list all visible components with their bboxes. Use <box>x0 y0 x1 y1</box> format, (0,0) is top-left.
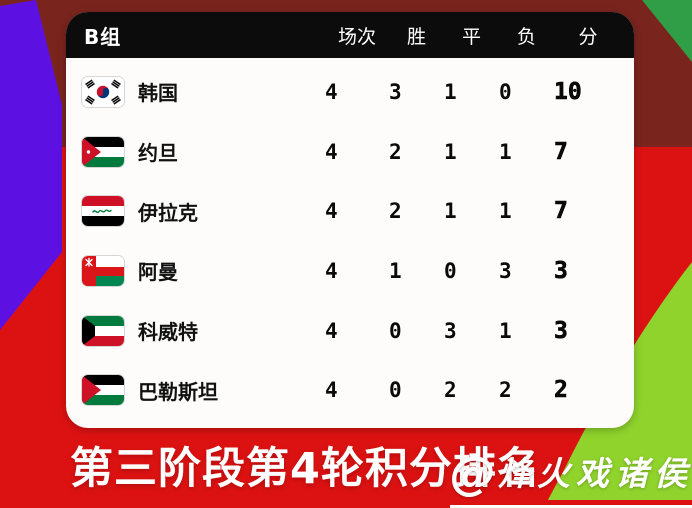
cell-drawn: 1 <box>444 139 457 164</box>
green-corner-shape <box>642 0 692 62</box>
cell-played: 4 <box>325 318 338 343</box>
table-row: 伊拉克 4 2 1 1 7 <box>82 181 622 241</box>
cell-lost: 1 <box>499 318 512 343</box>
team-name: 伊拉克 <box>138 200 198 225</box>
cell-points: 3 <box>554 317 568 344</box>
column-header-played: 场次 <box>337 25 376 48</box>
cell-drawn: 0 <box>444 258 457 283</box>
group-label: B组 <box>84 24 122 49</box>
cell-drawn: 1 <box>444 199 457 224</box>
cell-won: 2 <box>389 139 402 164</box>
cell-points: 3 <box>554 257 568 285</box>
cell-played: 4 <box>325 79 338 104</box>
cell-drawn: 1 <box>444 79 457 104</box>
cell-lost: 0 <box>499 79 512 104</box>
cell-won: 0 <box>389 318 402 343</box>
table-header: B组 场次 胜 平 负 分 <box>66 12 634 58</box>
flag-palestine-icon <box>82 375 124 406</box>
caption-title: 第三阶段第4轮积分排名 <box>70 444 541 494</box>
watermark: @烽火戏诸侯 <box>450 446 692 508</box>
cell-won: 2 <box>389 199 402 224</box>
flag-kuwait-icon <box>82 315 124 346</box>
cell-played: 4 <box>325 378 338 403</box>
flag-jordan-icon <box>82 136 124 167</box>
cell-played: 4 <box>325 139 338 164</box>
flag-oman-icon <box>82 255 124 286</box>
cell-played: 4 <box>325 258 338 283</box>
cell-points: 7 <box>554 198 568 225</box>
team-name: 韩国 <box>138 81 178 106</box>
purple-wedge-shape <box>0 0 62 330</box>
column-header-won: 胜 <box>406 25 426 48</box>
watermark-name: 烽火戏诸侯 <box>498 454 692 493</box>
table-row: 阿曼 4 1 0 3 3 <box>82 241 622 301</box>
cell-lost: 3 <box>499 258 512 283</box>
column-header-points: 分 <box>578 25 598 48</box>
cell-lost: 1 <box>499 139 512 164</box>
cell-won: 0 <box>389 378 402 403</box>
cell-lost: 2 <box>499 378 512 403</box>
cell-points: 10 <box>554 78 582 106</box>
flag-south-korea-icon <box>82 76 124 107</box>
table-row: 巴勒斯坦 4 0 2 2 2 <box>82 360 622 420</box>
cell-points: 7 <box>554 138 568 165</box>
watermark-at-symbol: @ <box>450 446 498 500</box>
cell-drawn: 3 <box>444 318 457 343</box>
cell-won: 1 <box>389 258 402 283</box>
cell-points: 2 <box>554 377 568 404</box>
cell-played: 4 <box>325 199 338 224</box>
team-name: 约旦 <box>138 141 178 165</box>
table-row: 科威特 4 0 3 1 3 <box>82 301 622 361</box>
team-name: 科威特 <box>138 320 198 345</box>
table-body: 韩国 4 3 1 0 10 约旦 4 2 1 1 7 <box>66 58 634 428</box>
cell-lost: 1 <box>499 199 512 224</box>
table-row: 约旦 4 2 1 1 7 <box>82 122 622 182</box>
cell-drawn: 2 <box>444 378 457 403</box>
table-row: 韩国 4 3 1 0 10 <box>82 62 622 122</box>
column-header-lost: 负 <box>516 25 536 48</box>
column-header-drawn: 平 <box>461 25 481 48</box>
standings-card: B组 场次 胜 平 负 分 <box>66 12 634 428</box>
team-name: 巴勒斯坦 <box>138 379 218 404</box>
team-name: 阿曼 <box>138 260 178 285</box>
cell-won: 3 <box>389 79 402 104</box>
flag-iraq-icon <box>82 196 124 227</box>
